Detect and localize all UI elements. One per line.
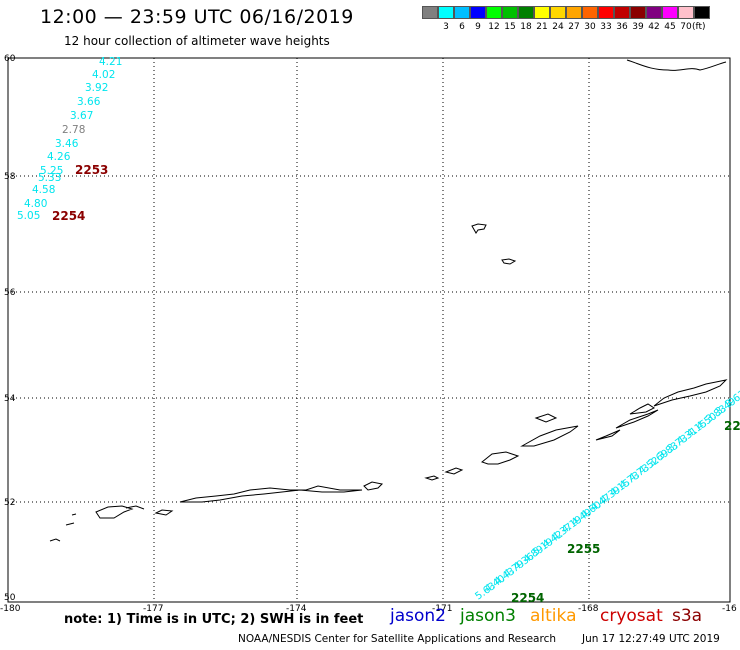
legend-labels: 3 6 9 12 15 18 21 24 27 30 33 36 39 42 45 70 (ft) [422,22,714,32]
lat-label: 54 [4,394,16,404]
lat-label: 60 [4,54,16,64]
grid [8,58,730,602]
track-bottom: 3.633.493.834.504.154.313.733.833.694.52… [473,389,740,603]
track-top-label: 3.66 [77,96,101,108]
lon-label: -171 [432,604,452,614]
legend-label: 9 [475,22,481,32]
track-top-label: 5.33 [38,172,61,184]
legend-label: 33 [600,22,612,32]
legend-swatch [662,6,678,19]
track-top-label: 4.02 [92,69,115,81]
track-top-label: 5.05 [17,210,40,222]
mission-altika: altika [530,606,577,626]
lat-label: 56 [4,288,16,298]
legend-label: 24 [552,22,564,32]
legend-label: 3 [443,22,449,32]
legend-label: 12 [488,22,500,32]
legend-swatch [502,6,518,19]
legend-swatch [486,6,502,19]
track-bottom-time: 2254 [511,591,544,605]
lon-label: -180 [0,604,21,614]
alaska-peninsula-coast [626,59,727,71]
aleutian-coast [49,379,728,542]
legend-swatch [566,6,582,19]
page-subtitle: 12 hour collection of altimeter wave hei… [64,34,330,48]
mission-cryosat: cryosat [600,606,663,626]
legend-swatch [694,6,710,19]
legend-label: 70 [680,22,692,32]
legend-label: 6 [459,22,465,32]
legend-swatch [646,6,662,19]
track-top-label: 4.21 [99,56,122,68]
legend-label: 36 [616,22,628,32]
mission-s3a: s3a [672,606,703,626]
legend-swatch [454,6,470,19]
legend-label: (ft) [692,22,706,32]
lat-label: 58 [4,172,16,182]
track-top-label: 2.78 [62,124,85,136]
legend-label: 15 [504,22,516,32]
credit-timestamp: Jun 17 12:27:49 UTC 2019 [582,633,720,645]
track-top-label: 3.46 [55,138,79,150]
legend-label: 27 [568,22,580,32]
track-top-label: 4.58 [32,184,55,196]
track-top-label: 3.92 [85,82,108,94]
legend-label: 21 [536,22,548,32]
credit-line: NOAA/NESDIS Center for Satellite Applica… [238,633,556,645]
track-top: 4.21 4.02 3.92 3.66 3.67 2.78 3.46 4.26 … [17,56,122,222]
legend-swatch [614,6,630,19]
legend-label: 39 [632,22,644,32]
track-bottom-time: 22 [724,419,740,433]
color-legend [422,6,710,19]
legend-swatch [534,6,550,19]
legend-label: 45 [664,22,676,32]
legend-swatch [582,6,598,19]
track-top-time: 2253 [75,163,108,177]
coastlines [49,59,728,542]
footer-note: note: 1) Time is in UTC; 2) SWH is in fe… [64,612,364,627]
legend-label: 42 [648,22,660,32]
map-frame [7,57,731,603]
lat-label: 50 [4,593,16,603]
track-bottom-time: 2255 [567,542,600,556]
legend-swatch [630,6,646,19]
lon-label: -177 [143,604,163,614]
legend-swatch [470,6,486,19]
lon-label: -168 [578,604,599,614]
legend-swatch [438,6,454,19]
lon-label: -16 [722,604,737,614]
legend-swatch [550,6,566,19]
mission-jason2: jason2 [390,606,446,626]
legend-swatch [422,6,438,19]
legend-label: 30 [584,22,596,32]
legend-label: 18 [520,22,532,32]
track-top-label: 3.67 [70,110,93,122]
track-top-label: 5.25 [40,165,63,177]
legend-swatch [518,6,534,19]
pribilof-island [471,223,487,234]
mission-jason3: jason3 [460,606,516,626]
track-top-label: 4.80 [24,198,47,210]
legend-swatch [598,6,614,19]
page-title: 12:00 — 23:59 UTC 06/16/2019 [40,6,354,28]
pribilof-island [501,258,517,265]
legend-swatch [678,6,694,19]
track-top-time: 2254 [52,209,85,223]
lon-label: -174 [286,604,307,614]
lat-label: 52 [4,498,15,508]
track-top-label: 4.26 [47,151,71,163]
